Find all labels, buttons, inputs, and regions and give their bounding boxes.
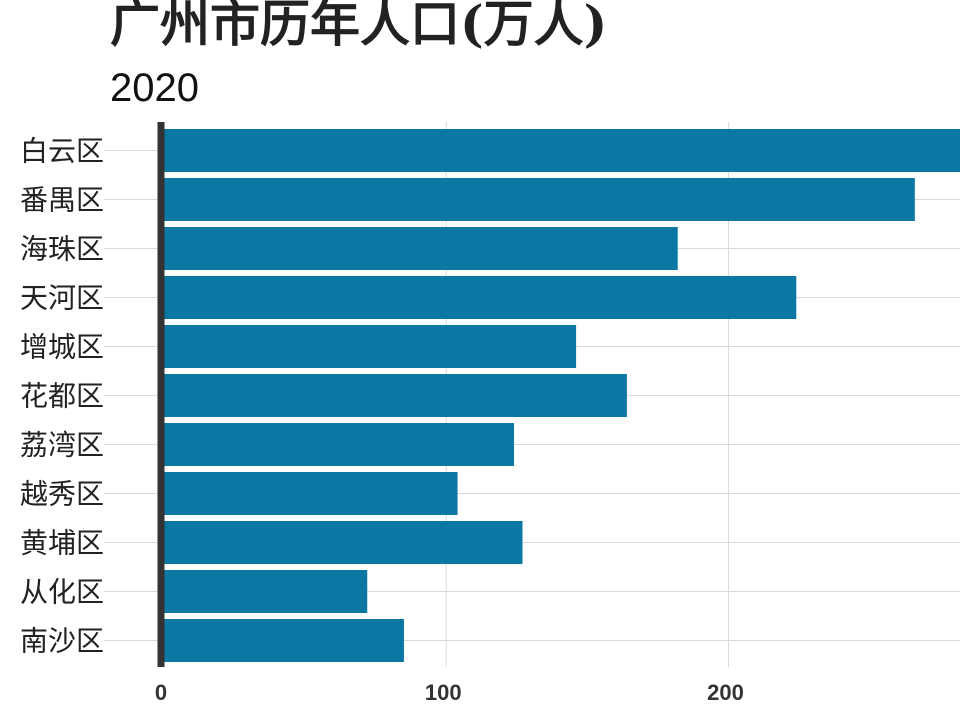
category-label: 天河区 xyxy=(20,282,104,315)
category-label: 南沙区 xyxy=(20,625,104,658)
bar-8 xyxy=(164,521,523,564)
category-label: 增城区 xyxy=(20,331,104,364)
tick-label: 0 xyxy=(155,680,167,705)
bar-6 xyxy=(164,423,515,466)
category-label: 番禺区 xyxy=(20,184,104,217)
category-label: 海珠区 xyxy=(20,233,104,266)
category-label: 花都区 xyxy=(20,380,104,413)
bars xyxy=(164,129,960,662)
category-label: 荔湾区 xyxy=(20,429,104,462)
chart-subtitle: 2020 xyxy=(110,66,199,110)
bar-10 xyxy=(164,619,404,662)
category-label: 白云区 xyxy=(20,135,104,168)
chart-title: 广州市历年人口(万人) xyxy=(110,0,608,53)
tick-labels: 0 100 200 xyxy=(155,680,744,705)
bar-2 xyxy=(164,227,678,270)
category-label: 黄埔区 xyxy=(20,527,104,560)
bar-7 xyxy=(164,472,458,515)
bar-9 xyxy=(164,570,368,613)
bar-0 xyxy=(164,129,960,172)
category-label: 从化区 xyxy=(20,576,104,609)
category-label: 越秀区 xyxy=(20,478,104,511)
bar-1 xyxy=(164,178,915,221)
tick-label: 200 xyxy=(707,680,744,705)
bar-4 xyxy=(164,325,577,368)
bar-5 xyxy=(164,374,627,417)
tick-label: 100 xyxy=(425,680,462,705)
bar-3 xyxy=(164,276,797,319)
